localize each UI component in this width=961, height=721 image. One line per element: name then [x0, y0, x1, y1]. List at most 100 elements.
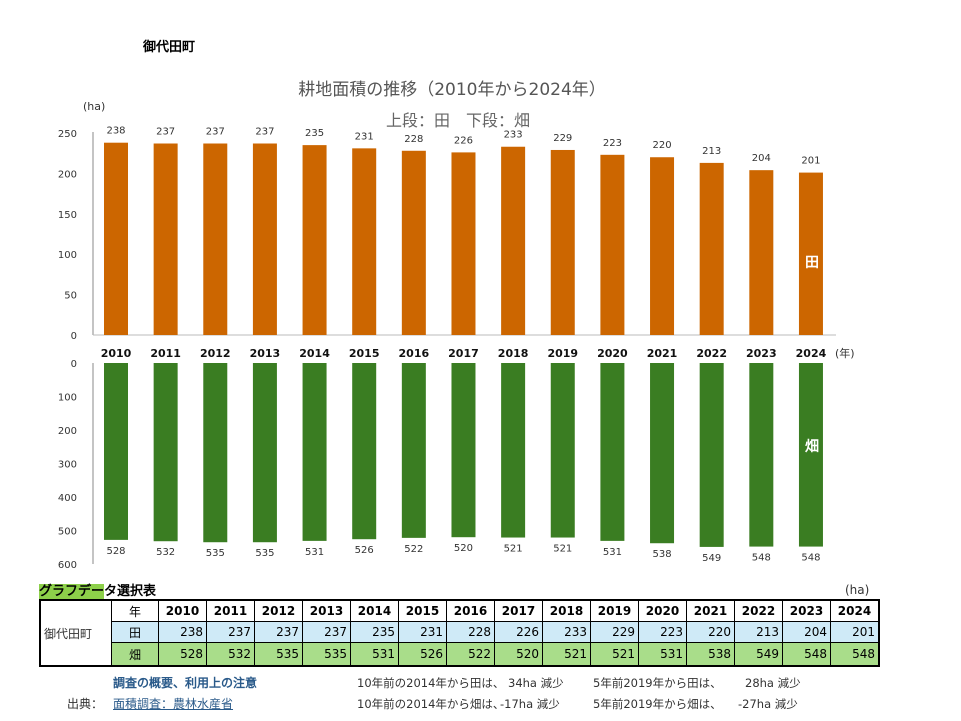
y-tick-top: 0 [71, 331, 77, 342]
table-cell-ha: 521 [590, 642, 639, 667]
bar-ha-2020 [600, 363, 625, 541]
data-label-ha: 521 [504, 544, 523, 555]
data-label-ha: 531 [305, 547, 324, 558]
year-header: 年 [111, 599, 159, 622]
data-label-ha: 520 [454, 543, 473, 554]
data-label-ta: 237 [206, 127, 225, 138]
data-label-ta: 233 [504, 130, 523, 141]
table-year-header: 2016 [446, 599, 495, 622]
table-unit: (ha) [845, 583, 870, 597]
chart-title: 耕地面積の推移（2010年から2024年） [298, 80, 606, 100]
data-label-ha: 528 [106, 546, 125, 557]
table-year-header: 2018 [542, 599, 591, 622]
bar-ta-2022 [699, 162, 724, 335]
table-year-header: 2022 [734, 599, 783, 622]
bar-ha-2024 [798, 363, 823, 547]
bar-ta-2020 [600, 154, 625, 335]
bar-ha-2022 [699, 363, 724, 547]
data-label-ta: 231 [355, 131, 374, 142]
data-label-ta: 223 [603, 138, 622, 149]
note-ta-5y: 5年前2019年から田は、 [593, 676, 722, 690]
table-cell-ta: 235 [350, 621, 399, 643]
data-label-ha: 522 [404, 544, 423, 555]
note-ta-10y-value: 34ha 減少 [508, 676, 564, 690]
data-label-ha: 548 [752, 553, 771, 564]
x-unit-label: (年) [835, 346, 855, 360]
x-tick: 2012 [200, 347, 231, 360]
table-cell-ta: 223 [638, 621, 687, 643]
table-cell-ta: 238 [158, 621, 207, 643]
y-tick-bottom: 200 [58, 426, 77, 437]
table-year-header: 2017 [494, 599, 543, 622]
y-tick-bottom: 400 [58, 493, 77, 504]
y-tick-top: 250 [58, 129, 77, 140]
table-year-header: 2010 [158, 599, 207, 622]
table-title-rest: タ選択表 [104, 584, 157, 599]
note-ta-5y-value: 28ha 減少 [745, 676, 801, 690]
table-year-header: 2014 [350, 599, 399, 622]
x-tick: 2011 [150, 347, 181, 360]
table-cell-ta: 201 [830, 621, 880, 643]
y-tick-top: 200 [58, 169, 77, 180]
bar-ha-2018 [501, 363, 526, 538]
data-label-ha: 526 [355, 545, 374, 556]
bar-ta-2016 [401, 150, 426, 335]
table-cell-ta: 228 [446, 621, 495, 643]
note-ha-5y-value: -27ha 減少 [738, 697, 798, 711]
y-tick-bottom: 600 [58, 560, 77, 571]
source-label: 出典： [67, 697, 104, 711]
y-tick-bottom: 500 [58, 527, 77, 538]
data-label-ta: 213 [702, 146, 721, 157]
data-label-ta: 237 [255, 127, 274, 138]
ha-label: 畑 [111, 642, 159, 667]
table-year-header: 2015 [398, 599, 447, 622]
overview-link[interactable]: 調査の概要、利用上の注意 [113, 676, 258, 690]
x-tick: 2010 [101, 347, 132, 360]
table-cell-ta: 233 [542, 621, 591, 643]
bar-ta-2012 [203, 143, 228, 335]
table-cell-ha: 538 [686, 642, 735, 667]
x-tick: 2016 [399, 347, 430, 360]
x-tick: 2015 [349, 347, 380, 360]
chart: 耕地面積の推移（2010年から2024年） 上段：田 下段：畑 (ha) (年) 0 50… [58, 80, 855, 571]
table-cell-ha: 522 [446, 642, 495, 667]
data-label-ta: 229 [553, 133, 572, 144]
x-tick: 2017 [448, 347, 479, 360]
bar-ha-2010 [104, 363, 128, 540]
table-cell-ta: 229 [590, 621, 639, 643]
data-label-ta: 235 [305, 128, 324, 139]
series-label-ha: 畑 [804, 439, 819, 455]
table-cell-ta: 213 [734, 621, 783, 643]
table-year-header: 2019 [590, 599, 639, 622]
bar-ta-2014 [302, 145, 327, 335]
table-cell-ha: 535 [254, 642, 303, 667]
data-label-ha: 535 [255, 548, 274, 559]
bar-ha-2019 [550, 363, 575, 538]
note-ha-5y: 5年前2019年から畑は、 [593, 697, 722, 711]
table-cell-ha: 521 [542, 642, 591, 667]
bar-ha-2016 [401, 363, 426, 538]
y-tick-top: 50 [64, 291, 77, 302]
y-unit-label: (ha) [83, 100, 105, 113]
x-tick: 2023 [746, 347, 777, 360]
data-label-ha: 531 [603, 547, 622, 558]
data-label-ta: 237 [156, 127, 175, 138]
y-tick-top: 100 [58, 250, 77, 261]
x-tick: 2013 [250, 347, 281, 360]
table-cell-ha: 526 [398, 642, 447, 667]
bar-ta-2019 [550, 149, 575, 335]
table-cell-ha: 532 [206, 642, 255, 667]
table-cell-ha: 548 [782, 642, 831, 667]
table-cell-ta: 237 [254, 621, 303, 643]
bar-ha-2023 [749, 363, 774, 547]
table-cell-ha: 548 [830, 642, 880, 667]
data-label-ta: 226 [454, 135, 473, 146]
source-link[interactable]: 面積調査：農林水産省 [113, 697, 234, 711]
town-name: 御代田町 [143, 40, 196, 55]
note-ha-10y: 10年前の2014年から畑は、 [357, 697, 505, 711]
x-tick: 2022 [696, 347, 727, 360]
data-label-ha: 521 [553, 544, 572, 555]
table-cell-ta: 204 [782, 621, 831, 643]
table-cell-ta: 231 [398, 621, 447, 643]
